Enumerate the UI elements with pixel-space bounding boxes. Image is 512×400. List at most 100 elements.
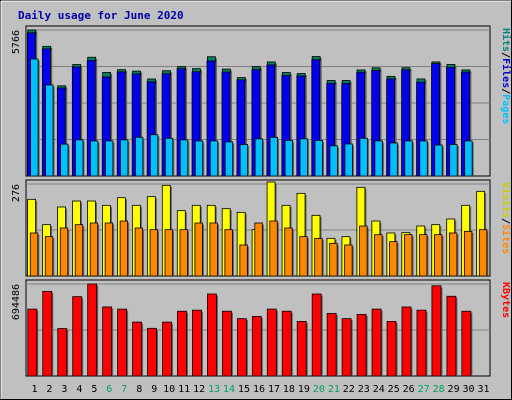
bar-kbytes-day-4: [72, 296, 83, 377]
bar-sites-day-1: [29, 232, 39, 277]
bar-kbytes-day-17: [266, 308, 277, 377]
bar-pages-day-14: [224, 141, 234, 177]
day-label-20: 20: [313, 384, 325, 395]
bar-kbytes-day-1: [27, 308, 38, 377]
bar-pages-day-26: [404, 140, 413, 177]
bar-pages-day-3: [60, 143, 69, 177]
day-label-9: 9: [151, 384, 157, 395]
bar-pages-day-10: [164, 137, 174, 177]
bar-sites-day-26: [404, 234, 413, 277]
bar-kbytes-day-7: [117, 308, 128, 377]
bar-kbytes-day-30: [461, 310, 472, 377]
panel-kbytes: 694486 KBytes: [11, 279, 511, 377]
day-label-30: 30: [463, 384, 475, 395]
day-label-25: 25: [388, 384, 400, 395]
legend-part: Sites: [500, 224, 512, 254]
bar-pages-day-29: [449, 144, 458, 177]
day-label-3: 3: [61, 384, 67, 395]
panel-hits-files-pages: 5766 Hits/Files/Pages: [11, 25, 512, 177]
day-label-31: 31: [477, 384, 489, 395]
bar-kbytes-day-23: [356, 314, 367, 377]
bar-kbytes-day-9: [147, 327, 157, 377]
bar-kbytes-day-27: [416, 309, 427, 377]
bar-pages-day-23: [359, 137, 368, 177]
axis-legend-kbytes: KBytes: [500, 282, 511, 318]
legend-part: KBytes: [500, 282, 511, 318]
bar-sites-day-18: [284, 227, 293, 277]
bar-kbytes-day-11: [177, 310, 187, 377]
day-label-22: 22: [343, 384, 355, 395]
y-max-label: 694486: [11, 284, 22, 320]
y-max-label: 276: [11, 184, 22, 202]
bar-sites-day-15: [239, 244, 248, 277]
bar-kbytes-day-18: [281, 310, 292, 377]
bar-pages-day-9: [149, 134, 159, 177]
bar-kbytes-day-13: [207, 293, 217, 377]
bar-pages-day-30: [464, 140, 473, 177]
bar-sites-day-22: [344, 244, 353, 277]
bar-pages-day-4: [75, 139, 84, 177]
bar-kbytes-day-19: [296, 321, 307, 377]
day-label-29: 29: [448, 384, 460, 395]
bar-pages-day-1: [30, 58, 39, 177]
day-label-27: 27: [418, 384, 430, 395]
day-label-1: 1: [31, 384, 37, 395]
day-label-7: 7: [121, 384, 127, 395]
day-label-8: 8: [136, 384, 142, 395]
bar-sites-day-11: [179, 229, 188, 277]
bar-pages-day-20: [314, 139, 323, 177]
bar-sites-day-21: [329, 242, 338, 277]
chart-title: Daily usage for June 2020: [18, 9, 184, 22]
day-label-11: 11: [178, 384, 190, 395]
bar-kbytes-day-12: [192, 309, 202, 377]
bar-kbytes-day-2: [42, 290, 53, 377]
bar-pages-day-15: [239, 144, 249, 177]
bar-sites-day-10: [164, 229, 173, 277]
bar-sites-day-17: [269, 220, 278, 277]
bar-pages-day-24: [374, 140, 383, 177]
bar-kbytes-day-5: [87, 283, 98, 377]
bar-sites-day-25: [389, 241, 398, 277]
axis-legend-visits-sites: Visits/Sites: [500, 182, 512, 254]
bar-kbytes-day-29: [446, 295, 457, 377]
day-label-5: 5: [91, 384, 97, 395]
day-label-4: 4: [76, 384, 82, 395]
bar-kbytes-day-28: [431, 285, 442, 377]
bar-sites-day-29: [448, 232, 458, 277]
bar-kbytes-day-24: [371, 308, 382, 377]
legend-part: /: [500, 52, 511, 58]
bar-sites-day-20: [314, 237, 323, 277]
bar-sites-day-16: [254, 222, 263, 277]
bar-pages-day-7: [120, 139, 129, 177]
bar-pages-day-8: [134, 136, 144, 177]
bar-pages-day-13: [209, 140, 219, 177]
bar-pages-day-11: [179, 139, 189, 177]
bar-pages-day-2: [45, 84, 54, 177]
day-label-18: 18: [283, 384, 295, 395]
bar-sites-day-24: [374, 234, 383, 277]
bar-pages-day-25: [389, 142, 398, 177]
day-label-16: 16: [253, 384, 265, 395]
bar-kbytes-day-16: [251, 315, 262, 377]
day-label-26: 26: [403, 384, 415, 395]
bar-sites-day-8: [134, 227, 143, 277]
bar-pages-day-28: [434, 144, 443, 177]
day-label-12: 12: [193, 384, 205, 395]
bar-pages-day-6: [105, 140, 114, 177]
legend-part: Visits: [500, 182, 512, 218]
bar-kbytes-day-3: [57, 328, 68, 377]
y-max-label: 5766: [11, 30, 22, 54]
bar-sites-day-19: [299, 236, 308, 277]
bar-pages-day-27: [419, 140, 428, 177]
bar-sites-day-3: [59, 227, 69, 277]
legend-part: /: [500, 218, 511, 224]
day-label-2: 2: [46, 384, 52, 395]
day-label-28: 28: [433, 384, 445, 395]
bar-sites-day-28: [434, 234, 443, 277]
bar-sites-day-31: [478, 229, 488, 277]
series-pages: [30, 58, 474, 177]
bar-sites-day-9: [149, 229, 158, 277]
legend-part: /: [500, 88, 511, 94]
bar-kbytes-day-25: [386, 321, 397, 377]
